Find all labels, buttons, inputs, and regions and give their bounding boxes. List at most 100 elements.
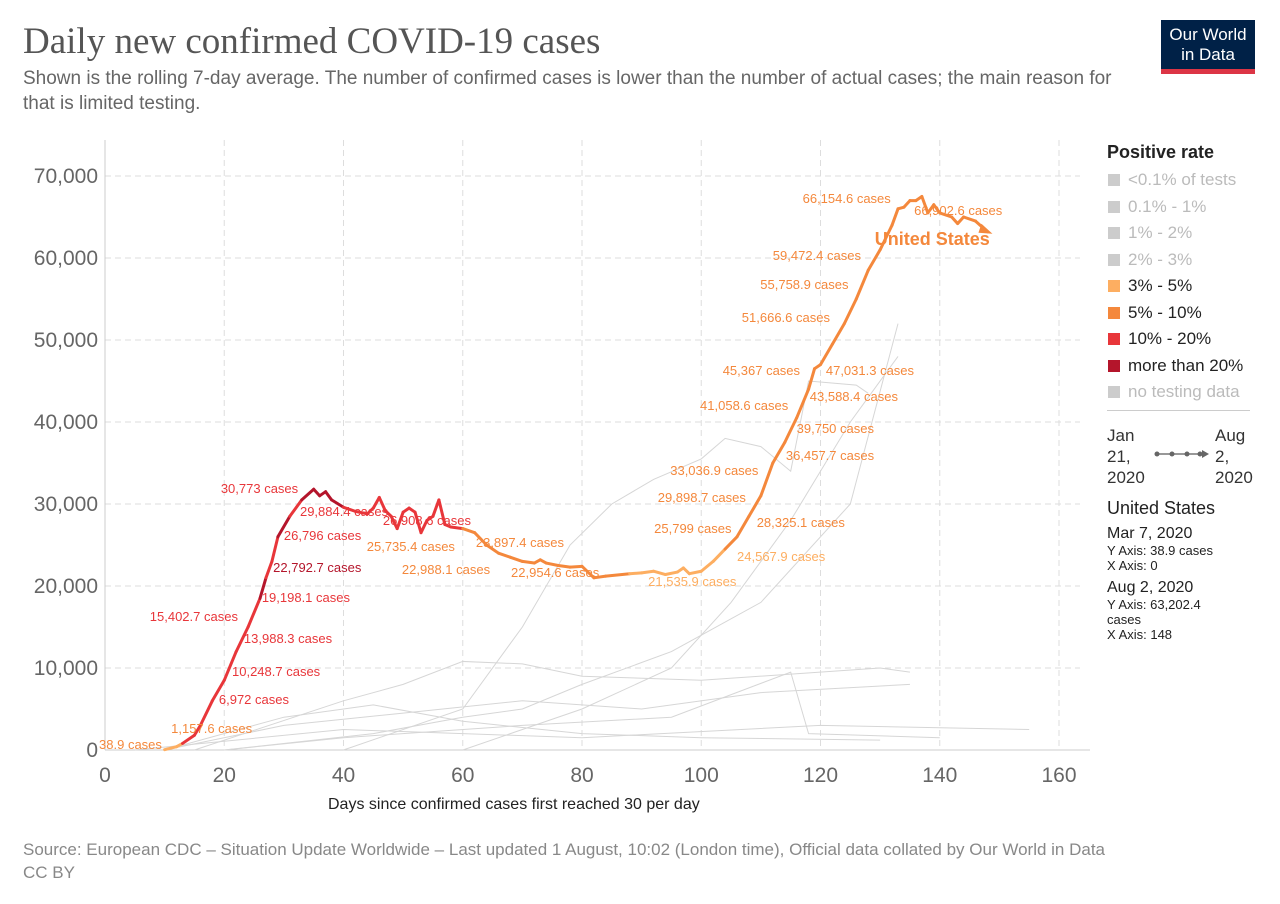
x-tick-label: 0 — [99, 764, 111, 787]
x-tick-label: 160 — [1041, 764, 1076, 787]
data-label: 1,157.6 cases — [171, 721, 252, 736]
us-line-segment — [330, 498, 345, 509]
source-text[interactable]: Source: European CDC – Situation Update … — [23, 840, 1106, 859]
us-line-segment — [866, 248, 882, 272]
chart-title: Daily new confirmed COVID-19 cases — [23, 21, 601, 62]
us-line-segment — [819, 342, 834, 367]
data-label: 19,198.1 cases — [262, 590, 351, 605]
legend-label: 2% - 3% — [1128, 249, 1193, 269]
y-tick-label: 20,000 — [34, 575, 98, 598]
timeline-start[interactable]: Jan 21, 2020 — [1107, 425, 1145, 488]
us-line-segment — [461, 527, 477, 535]
data-label: 6,972 cases — [219, 692, 290, 707]
other-country-line — [462, 356, 899, 751]
license-text[interactable]: CC BY — [23, 863, 75, 882]
legend-swatch — [1108, 386, 1120, 398]
timeline-end[interactable]: Aug 2, 2020 — [1215, 425, 1253, 488]
legend-label: 5% - 10% — [1128, 302, 1202, 322]
us-line-segment — [878, 223, 894, 252]
legend-item[interactable]: <0.1% of tests — [1108, 170, 1236, 190]
us-line-segment — [210, 678, 226, 703]
axis-ticks: 0 20 40 60 80 100 120 140 160 0 10,000 20,000 30,000… — [34, 165, 1077, 787]
us-line-segment — [192, 723, 202, 737]
x-tick-label: 40 — [332, 764, 355, 787]
y-tick-label: 50,000 — [34, 329, 98, 352]
us-line-segment — [747, 494, 763, 518]
data-label: 43,588.4 cases — [810, 389, 899, 404]
us-line-segment — [938, 211, 954, 219]
data-label: 30,773 cases — [221, 481, 299, 496]
data-label: 26,796 cases — [284, 528, 362, 543]
us-line-segment — [795, 387, 811, 420]
timeline-start-month: Jan — [1107, 426, 1135, 445]
other-country-line — [224, 323, 899, 751]
other-country-line — [343, 380, 869, 751]
us-line-segment — [520, 559, 536, 565]
data-label: 38.9 cases — [99, 737, 162, 752]
us-line-arrowhead — [978, 223, 993, 234]
grid — [104, 140, 1090, 751]
timeline-start-day: 21, — [1107, 447, 1131, 466]
legend-item[interactable]: 10% - 20% — [1108, 329, 1211, 349]
info-panel: United States Mar 7, 2020 Y Axis: 38.9 c… — [1107, 498, 1215, 642]
legend-label: more than 20% — [1128, 355, 1244, 375]
us-line-segment — [234, 625, 250, 654]
legend-divider — [1107, 410, 1250, 411]
data-label: 29,898.7 cases — [658, 490, 747, 505]
us-line-segment — [932, 203, 942, 215]
timeline-slider[interactable] — [1152, 447, 1212, 461]
us-line-segment — [222, 650, 238, 682]
data-label: 45,367 cases — [723, 363, 801, 378]
legend-item[interactable]: 3% - 5% — [1108, 276, 1192, 296]
legend-item[interactable]: no testing data — [1108, 382, 1240, 402]
data-label: 66,902.6 cases — [914, 203, 1003, 218]
legend-label: 10% - 20% — [1128, 329, 1212, 348]
legend-label: <0.1% of tests — [1128, 170, 1237, 189]
data-label: 36,457.7 cases — [786, 448, 875, 463]
other-country-line — [194, 660, 911, 751]
data-label: 51,666.6 cases — [742, 310, 831, 325]
legend-label: no testing data — [1128, 382, 1240, 401]
legend-swatch — [1108, 280, 1120, 292]
us-line-segment — [711, 547, 727, 563]
legend-item[interactable]: more than 20% — [1108, 356, 1243, 376]
us-line-segment — [962, 215, 978, 223]
legend-swatch — [1108, 359, 1120, 372]
owid-logo[interactable]: Our World in Data — [1161, 20, 1255, 74]
us-line-segment — [485, 543, 501, 555]
us-line-segment — [735, 514, 751, 539]
us-line-segment — [723, 535, 739, 551]
us-line-segment — [604, 572, 632, 578]
data-label: 28,325.1 cases — [757, 515, 846, 530]
us-series — [163, 195, 993, 752]
legend-item[interactable]: 0.1% - 1% — [1108, 197, 1206, 217]
us-line-segment — [640, 569, 656, 575]
data-label: 25,799 cases — [654, 521, 732, 536]
legend-item[interactable]: 2% - 3% — [1108, 250, 1192, 270]
data-label: 29,884.4 cases — [300, 504, 389, 519]
us-line-segment — [246, 596, 262, 629]
us-line-segment — [687, 569, 703, 576]
us-line-segment — [854, 268, 870, 301]
us-line-segment — [771, 441, 787, 465]
legend-item[interactable]: 1% - 2% — [1108, 223, 1192, 243]
data-label: 22,988.1 cases — [402, 562, 491, 577]
data-label: 13,988.3 cases — [244, 631, 333, 646]
us-line-segment — [544, 561, 560, 567]
data-label: 26,908.6 cases — [383, 513, 472, 528]
legend-label: 1% - 2% — [1128, 223, 1193, 242]
data-label: 22,792.7 cases — [273, 560, 362, 575]
data-label: 41,058.6 cases — [700, 398, 789, 413]
data-label: 47,031.3 cases — [826, 363, 915, 378]
us-line-segment — [389, 514, 399, 531]
legend-swatch — [1108, 200, 1120, 213]
timeline-end-day: 2, — [1215, 447, 1230, 466]
legend-item[interactable]: 5% - 10% — [1108, 303, 1202, 323]
source-note: Source: European CDC – Situation Update … — [23, 838, 1105, 884]
us-line-segment — [270, 535, 280, 563]
us-line-segment — [783, 416, 799, 444]
other-countries-lines — [134, 323, 1030, 751]
us-line-segment — [807, 367, 817, 391]
